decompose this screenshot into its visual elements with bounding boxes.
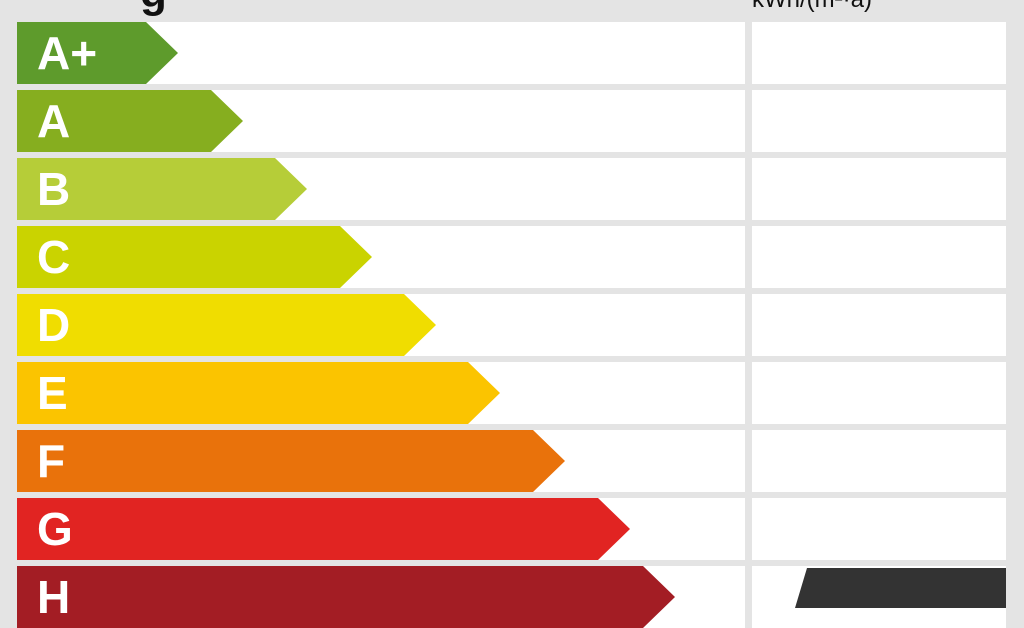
value-cell [752,158,1006,220]
energy-class-label: D [37,299,71,351]
value-cell [752,430,1006,492]
energy-class-arrow [17,226,372,288]
energy-class-label: E [37,367,68,419]
energy-class-row: G [17,498,745,560]
energy-class-row: A+ [17,22,745,84]
energy-class-arrow [17,498,630,560]
value-cell [752,294,1006,356]
rating-indicator [795,568,1006,608]
energy-class-row: C [17,226,745,288]
energy-class-arrow [17,22,178,84]
energy-class-label: B [37,163,71,215]
energy-class-arrow [17,158,307,220]
energy-class-arrow [17,566,675,628]
energy-class-label: H [37,571,71,623]
energy-class-label: G [37,503,73,555]
value-cell [752,22,1006,84]
value-cell [752,90,1006,152]
energy-class-row: A [17,90,745,152]
energy-class-row: H [17,566,745,628]
energy-class-row: E [17,362,745,424]
unit-label: kWh/(m²·a) [752,0,872,14]
energy-class-row: D [17,294,745,356]
energy-class-arrow [17,362,500,424]
value-cell [752,498,1006,560]
energy-class-label: A+ [37,27,98,79]
energy-class-arrow [17,294,436,356]
energy-class-arrow [17,90,243,152]
energy-class-label: C [37,231,71,283]
energy-class-label: A [37,95,71,147]
energy-class-row: F [17,430,745,492]
energy-class-row: B [17,158,745,220]
energy-class-label: F [37,435,66,487]
title-fragment: g [140,0,167,18]
energy-class-arrow [17,430,565,492]
value-cell [752,362,1006,424]
value-cell [752,226,1006,288]
